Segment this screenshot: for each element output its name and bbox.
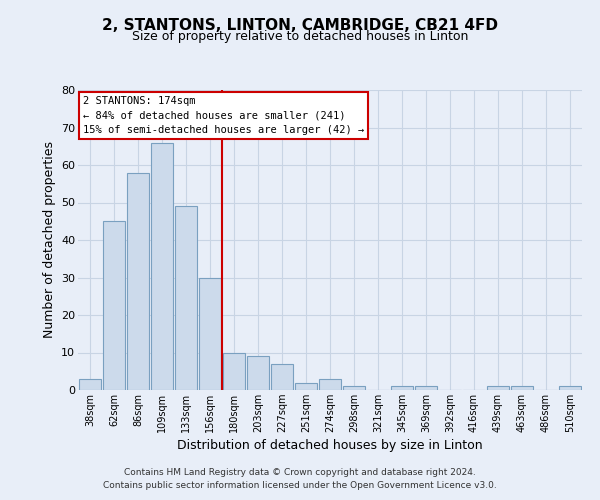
Bar	[199, 278, 221, 390]
Bar	[319, 379, 341, 390]
Bar	[415, 386, 437, 390]
Bar	[223, 352, 245, 390]
Bar	[295, 382, 317, 390]
Bar	[175, 206, 197, 390]
Text: 2, STANTONS, LINTON, CAMBRIDGE, CB21 4FD: 2, STANTONS, LINTON, CAMBRIDGE, CB21 4FD	[102, 18, 498, 32]
Bar	[511, 386, 533, 390]
Bar	[79, 379, 101, 390]
Bar	[151, 142, 173, 390]
Bar	[271, 364, 293, 390]
Text: Size of property relative to detached houses in Linton: Size of property relative to detached ho…	[132, 30, 468, 43]
Bar	[103, 221, 125, 390]
Bar	[391, 386, 413, 390]
Y-axis label: Number of detached properties: Number of detached properties	[43, 142, 56, 338]
Bar	[559, 386, 581, 390]
Text: Contains HM Land Registry data © Crown copyright and database right 2024.
Contai: Contains HM Land Registry data © Crown c…	[103, 468, 497, 490]
Bar	[247, 356, 269, 390]
X-axis label: Distribution of detached houses by size in Linton: Distribution of detached houses by size …	[177, 439, 483, 452]
Bar	[127, 172, 149, 390]
Bar	[487, 386, 509, 390]
Text: 2 STANTONS: 174sqm
← 84% of detached houses are smaller (241)
15% of semi-detach: 2 STANTONS: 174sqm ← 84% of detached hou…	[83, 96, 364, 135]
Bar	[343, 386, 365, 390]
